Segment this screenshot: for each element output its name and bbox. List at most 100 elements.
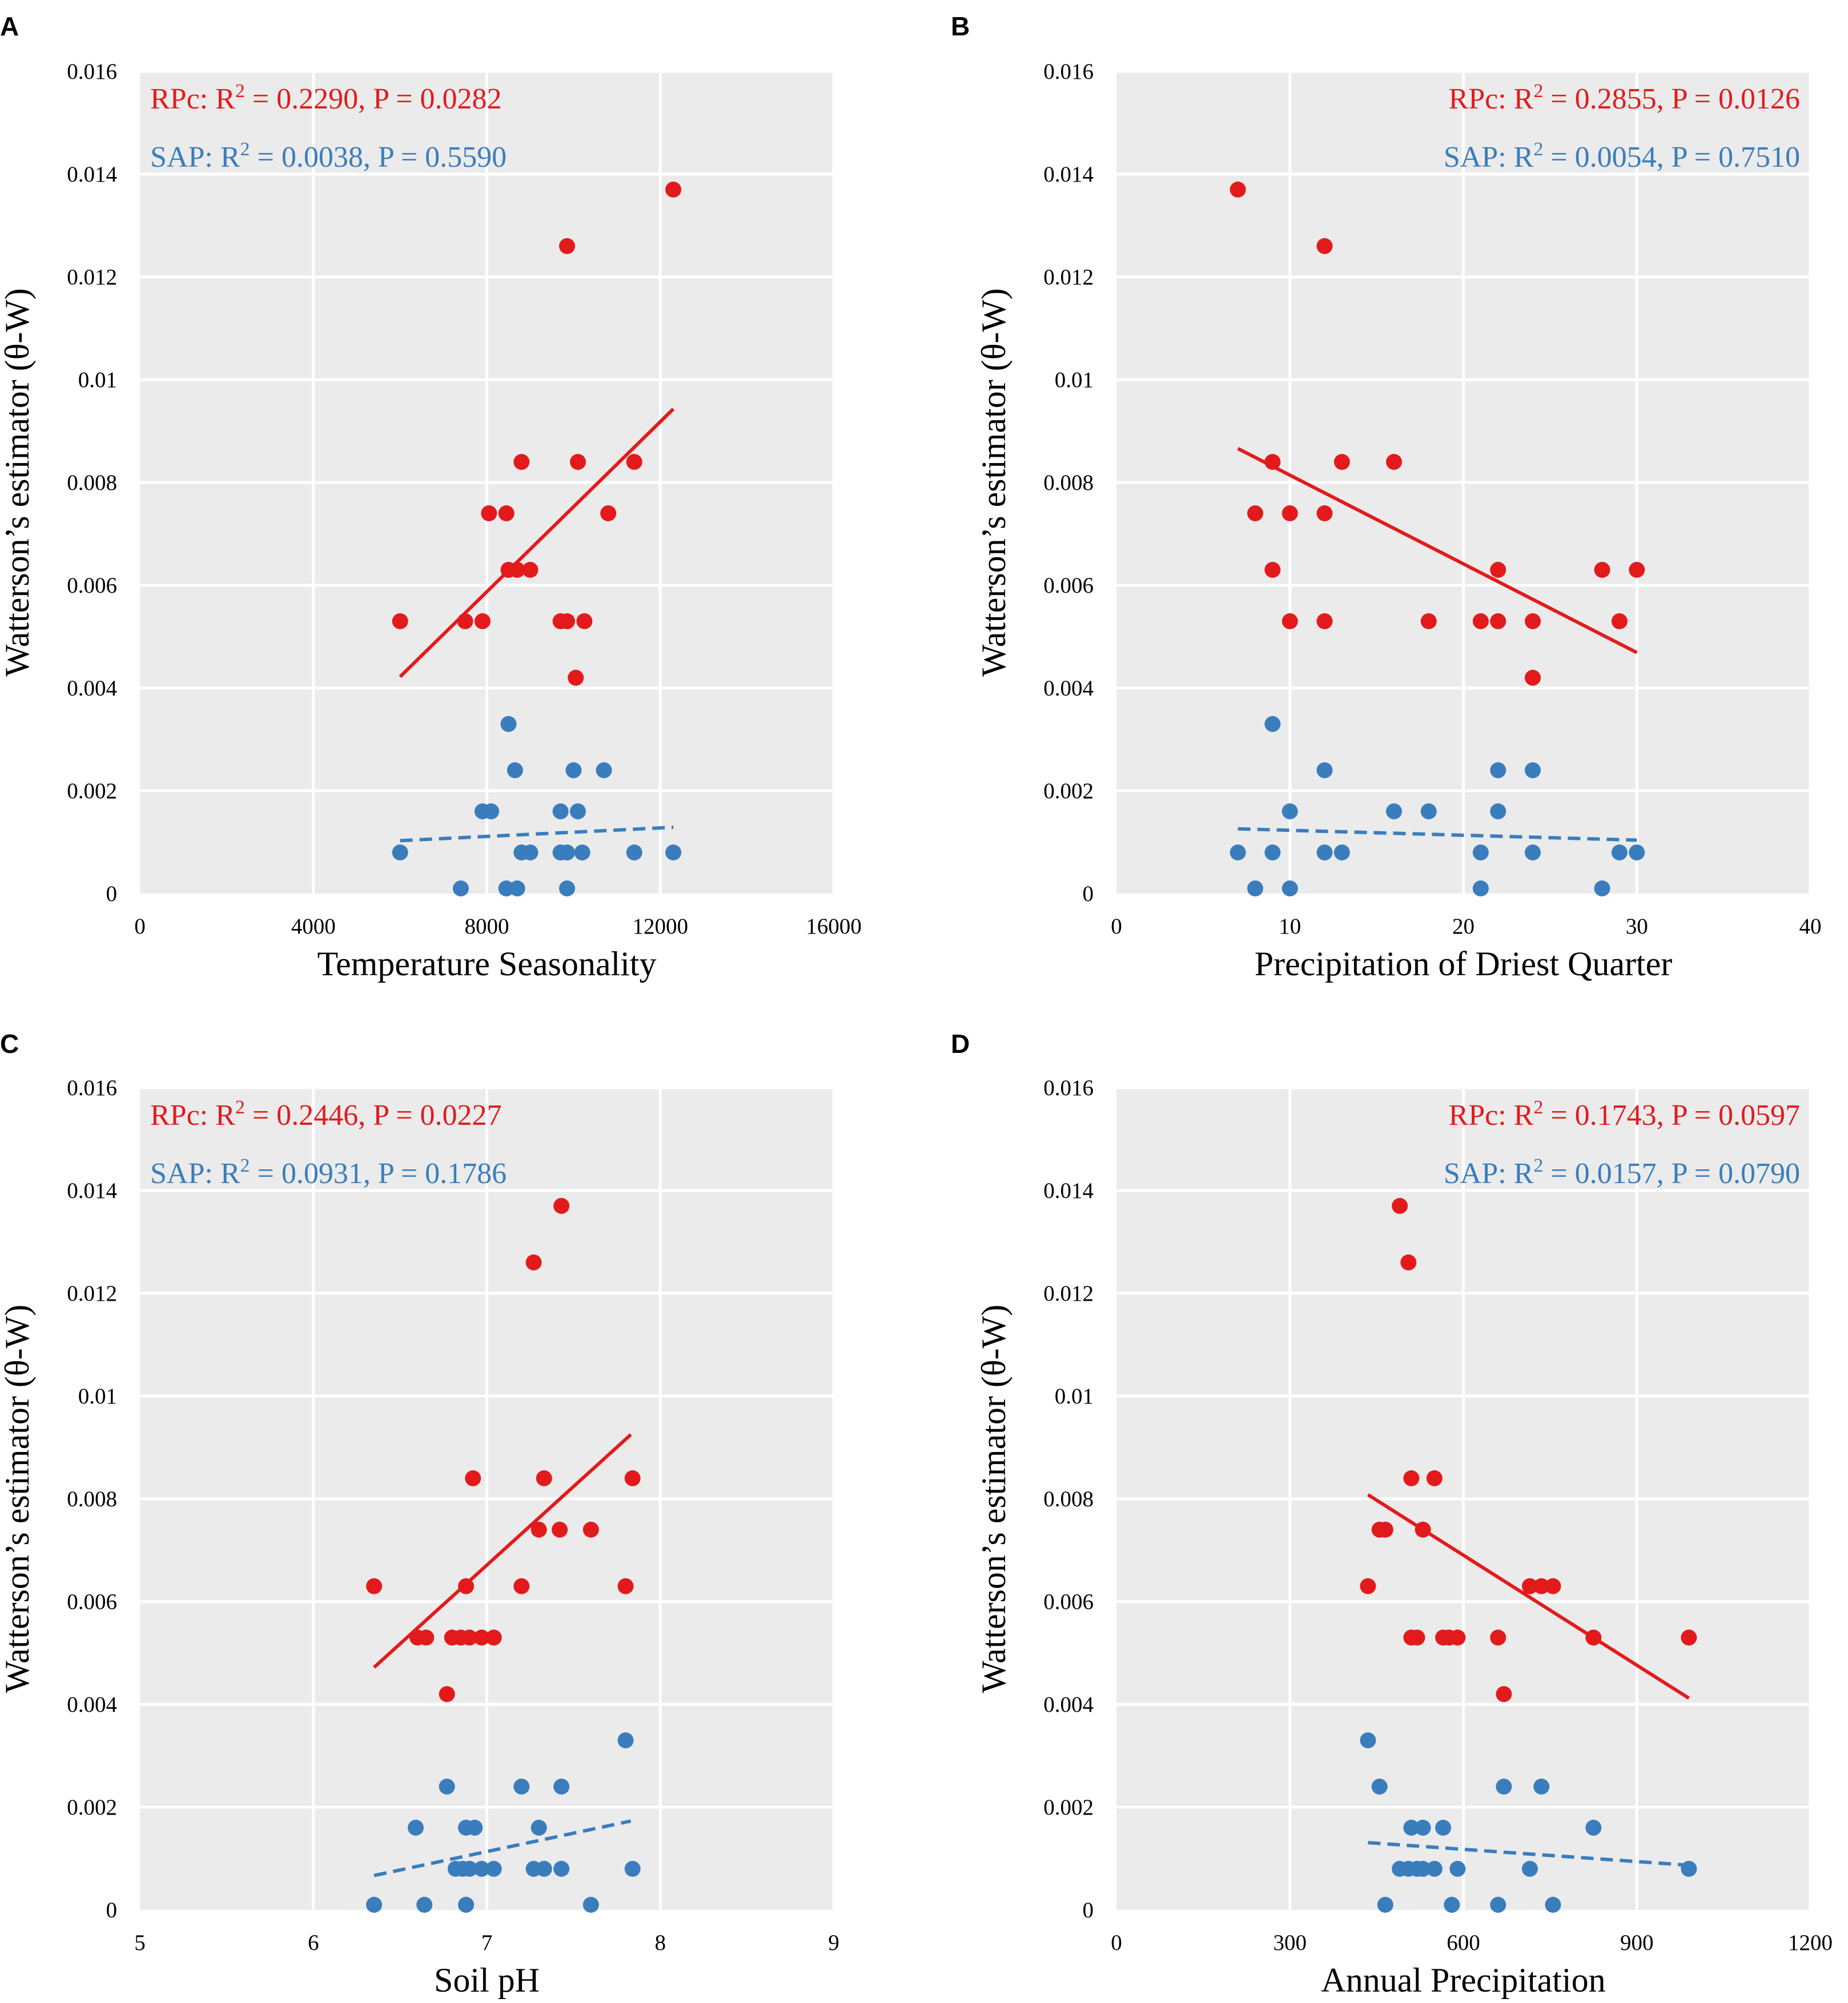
- sap-point: [1403, 1820, 1420, 1836]
- rpc-point: [474, 613, 491, 629]
- sap-point: [485, 1861, 502, 1877]
- sap-point: [665, 844, 682, 860]
- y-tick-label: 0.016: [67, 1076, 117, 1100]
- sap-point: [1594, 880, 1610, 896]
- y-tick-label: 0.014: [1043, 162, 1094, 187]
- sap-point: [1472, 844, 1489, 860]
- sap-point: [1525, 844, 1541, 860]
- sap-point: [1490, 803, 1506, 819]
- y-tick-label: 0.008: [67, 1487, 117, 1511]
- y-tick-label: 0.01: [1055, 368, 1094, 392]
- x-tick-label: 40: [1799, 914, 1822, 939]
- rpc-point: [559, 238, 575, 254]
- rpc-point: [1496, 1686, 1512, 1702]
- rpc-point: [1264, 562, 1281, 578]
- sap-point: [536, 1861, 552, 1877]
- x-tick-label: 20: [1452, 914, 1475, 939]
- y-tick-label: 0.012: [1043, 1281, 1094, 1306]
- rpc-point: [665, 182, 682, 198]
- sap-point: [1533, 1779, 1550, 1795]
- rpc-point: [568, 670, 584, 686]
- sap-point: [1415, 1861, 1431, 1877]
- sap-point: [1281, 880, 1298, 896]
- sap-point: [596, 762, 612, 778]
- rpc-point: [1400, 1254, 1417, 1270]
- rpc-point: [481, 505, 497, 521]
- rpc-point: [1403, 1470, 1420, 1486]
- rpc-point: [1472, 613, 1489, 629]
- sap-point: [1386, 803, 1402, 819]
- rpc-point: [536, 1470, 552, 1486]
- rpc-point: [1525, 613, 1541, 629]
- y-axis-label: Watterson’s estimator (θ-W): [0, 1305, 36, 1693]
- y-tick-label: 0.006: [1043, 573, 1094, 598]
- sap-point: [1611, 844, 1628, 860]
- sap-point: [531, 1820, 547, 1836]
- rpc-point: [1594, 562, 1610, 578]
- y-tick-label: 0.002: [67, 1795, 117, 1820]
- rpc-fit-line: [1367, 1493, 1690, 1700]
- y-tick-label: 0.008: [67, 470, 117, 495]
- sap-fit-line: [1238, 827, 1637, 842]
- rpc-point: [1533, 1578, 1550, 1594]
- sap-point: [522, 844, 539, 860]
- rpc-point: [1360, 1578, 1376, 1594]
- x-tick-label: 8: [655, 1930, 666, 1955]
- y-tick-label: 0.012: [67, 1281, 117, 1306]
- rpc-point: [513, 454, 530, 470]
- y-tick-label: 0.004: [67, 676, 117, 701]
- sap-stat-text: SAP: R2 = 0.0931, P = 0.1786: [150, 1155, 507, 1190]
- rpc-point: [1611, 613, 1628, 629]
- chart-panel-b: B 0 0.002 0.004 0.006 0.008 0.01 0.012 0.014 0.01…: [951, 11, 1822, 983]
- sap-point: [452, 880, 469, 896]
- rpc-point: [1281, 613, 1298, 629]
- sap-point: [439, 1779, 455, 1795]
- sap-point: [1264, 844, 1281, 860]
- rpc-point: [1490, 1630, 1506, 1646]
- sap-point: [507, 762, 523, 778]
- sap-point: [458, 1897, 475, 1913]
- sap-point: [407, 1820, 424, 1836]
- sap-point: [1490, 1897, 1506, 1913]
- rpc-fit-line: [399, 408, 675, 678]
- sap-point: [1629, 844, 1645, 860]
- sap-point: [1230, 844, 1246, 860]
- rpc-point: [513, 1578, 530, 1594]
- y-tick-label: 0.01: [78, 368, 117, 392]
- sap-point: [582, 1897, 599, 1913]
- x-tick-label: 1200: [1788, 1930, 1833, 1955]
- sap-point: [467, 1820, 483, 1836]
- sap-point: [559, 844, 575, 860]
- sap-point: [509, 880, 525, 896]
- sap-point: [574, 844, 590, 860]
- sap-point: [1281, 803, 1298, 819]
- rpc-point: [1521, 1578, 1538, 1594]
- sap-stat-text: SAP: R2 = 0.0054, P = 0.7510: [1444, 139, 1800, 174]
- x-axis-label: Precipitation of Driest Quarter: [1255, 945, 1672, 983]
- chart-panel-c: C 0 0.002 0.004 0.006 0.008 0.01 0.012 0.014 0.01…: [0, 1029, 839, 1999]
- rpc-point: [461, 1630, 478, 1646]
- rpc-point: [1681, 1630, 1697, 1646]
- y-tick-label: 0.01: [78, 1384, 117, 1409]
- x-tick-label: 30: [1626, 914, 1648, 939]
- rpc-point: [1426, 1470, 1443, 1486]
- rpc-point: [1545, 1578, 1561, 1594]
- y-axis-label: Watterson’s estimator (θ-W): [0, 288, 36, 677]
- rpc-stat-text: RPc: R2 = 0.2446, P = 0.0227: [150, 1097, 501, 1132]
- y-tick-label: 0.008: [1043, 470, 1094, 495]
- rpc-point: [1247, 505, 1263, 521]
- sap-fit-line: [400, 825, 674, 843]
- y-tick-label: 0.006: [67, 1590, 117, 1614]
- y-tick-label: 0: [106, 1898, 118, 1922]
- sap-point: [416, 1897, 433, 1913]
- x-axis-label: Soil pH: [434, 1961, 540, 1999]
- rpc-point: [1316, 613, 1333, 629]
- y-tick-label: 0.012: [67, 265, 117, 289]
- sap-point: [553, 1861, 570, 1877]
- y-tick-label: 0.008: [1043, 1487, 1094, 1511]
- sap-point: [1377, 1897, 1393, 1913]
- sap-point: [1545, 1897, 1561, 1913]
- rpc-point: [553, 1198, 570, 1214]
- y-tick-label: 0.004: [67, 1692, 117, 1717]
